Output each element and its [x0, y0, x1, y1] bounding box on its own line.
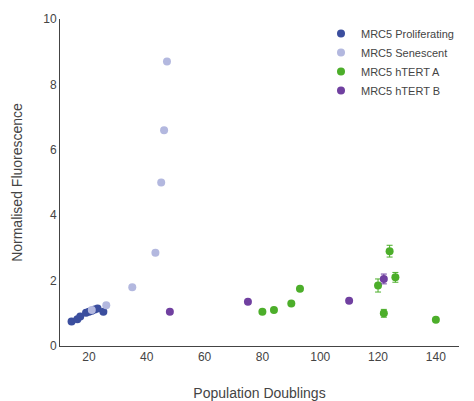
svg-text:120: 120	[368, 350, 388, 364]
svg-text:MRC5 Senescent: MRC5 Senescent	[361, 47, 447, 59]
svg-text:Normalised Fluorescence: Normalised Fluorescence	[9, 103, 25, 262]
svg-text:2: 2	[50, 274, 57, 288]
svg-text:100: 100	[310, 350, 330, 364]
svg-text:4: 4	[50, 208, 57, 222]
svg-text:40: 40	[140, 350, 154, 364]
svg-text:10: 10	[43, 12, 57, 26]
svg-text:MRC5 hTERT A: MRC5 hTERT A	[361, 66, 440, 78]
svg-text:MRC5 Proliferating: MRC5 Proliferating	[361, 28, 454, 40]
svg-text:140: 140	[426, 350, 446, 364]
svg-text:Population Doublings: Population Doublings	[193, 385, 325, 401]
svg-text:MRC5 hTERT B: MRC5 hTERT B	[361, 85, 440, 97]
svg-text:0: 0	[50, 339, 57, 353]
svg-text:20: 20	[82, 350, 96, 364]
svg-text:8: 8	[50, 78, 57, 92]
svg-text:60: 60	[198, 350, 212, 364]
svg-text:80: 80	[256, 350, 270, 364]
svg-text:6: 6	[50, 143, 57, 157]
